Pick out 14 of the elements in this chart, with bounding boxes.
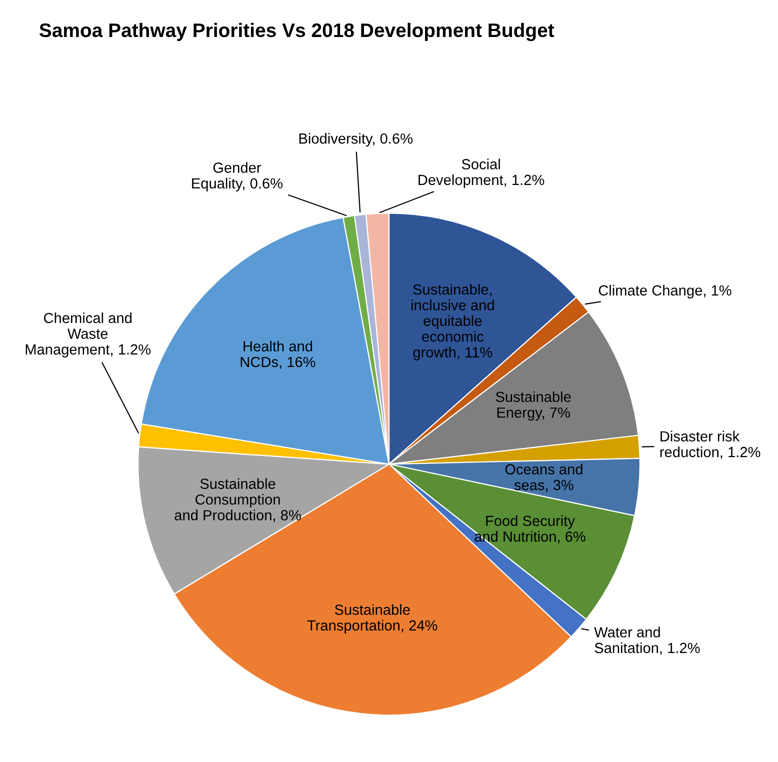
- slice-label: Biodiversity, 0.6%: [299, 133, 413, 147]
- slice-label: Sustainable, inclusive and equitable economic growth, 11%: [411, 284, 494, 360]
- slice-label: Gender Equality, 0.6%: [192, 162, 283, 192]
- slice-label: Water and Sanitation, 1.2%: [594, 626, 700, 655]
- slice-label: Oceans and seas, 3%: [505, 464, 582, 492]
- slice-label: Sustainable Energy, 7%: [496, 391, 571, 421]
- slice-label: Sustainable Transportation, 24%: [307, 604, 438, 634]
- slice-label: Social Development, 1.2%: [418, 158, 544, 188]
- slice-label: Sustainable Consumption and Production, 8%: [174, 478, 301, 522]
- chart-title: Samoa Pathway Priorities Vs 2018 Development Budget: [39, 22, 554, 42]
- slice-label: Climate Change, 1%: [598, 284, 732, 298]
- slice-label: Health and NCDs, 16%: [240, 340, 316, 369]
- slice-label: Chemical and Waste Management, 1.2%: [26, 312, 151, 358]
- slice-label: Disaster risk reduction, 1.2%: [660, 430, 760, 459]
